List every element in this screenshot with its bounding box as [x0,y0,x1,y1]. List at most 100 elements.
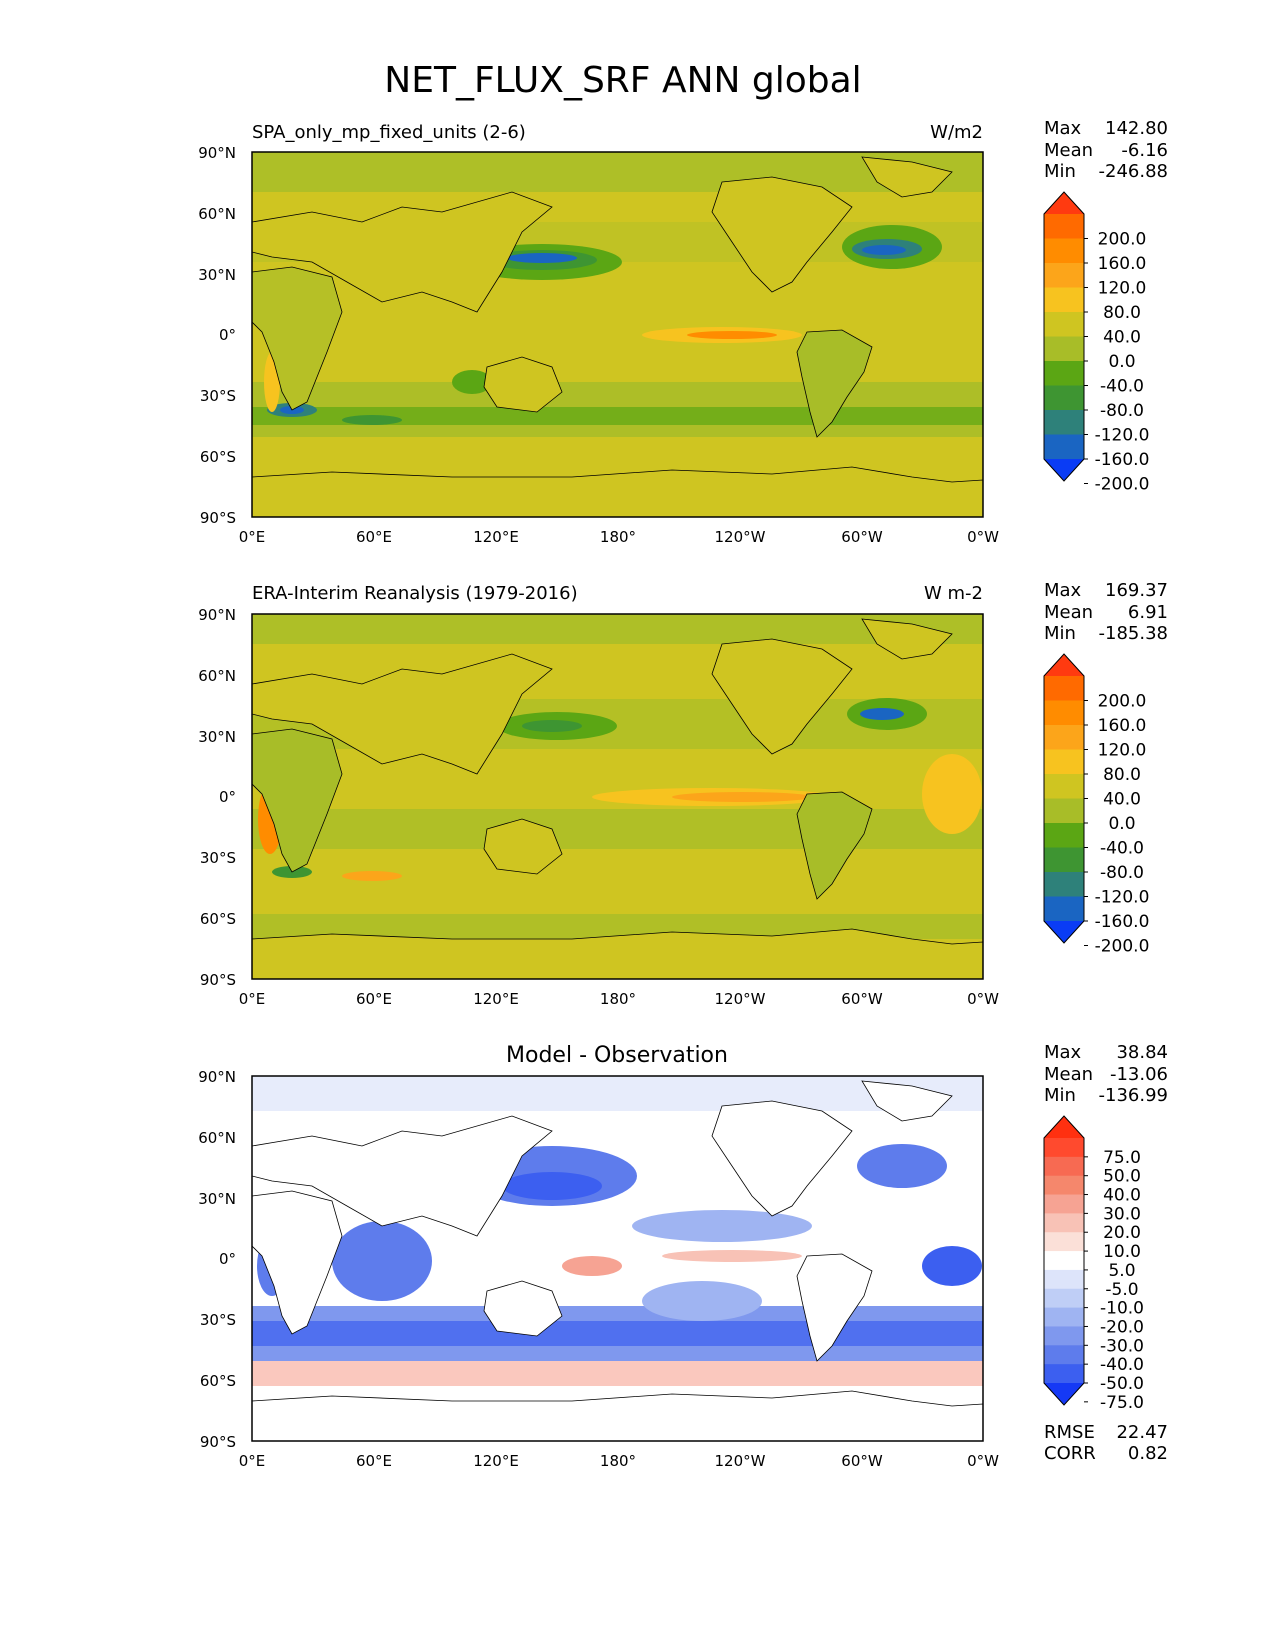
colorbar-label: -200.0 [1095,937,1150,957]
colorbar-label: 40.0 [1103,1186,1141,1206]
stat-label: Mean [1044,1064,1093,1085]
lon-tick-label: 0°E [239,1452,266,1470]
colorbar-segment [1044,238,1084,264]
colorbar-extend-min [1044,921,1084,943]
lat-tick-label: 30°N [198,728,236,746]
colorbar-segment [1044,676,1084,701]
stat-label: RMSE [1044,1422,1095,1443]
colorbar-label: 50.0 [1103,1167,1141,1187]
colorbar-segment [1044,847,1084,873]
lon-axis: 0°E 60°E 120°E 180° 120°W 60°W 0°W [239,528,999,546]
colorbar-label: -120.0 [1095,426,1150,446]
colorbar-extend-min [1044,459,1084,481]
colorbar-segment [1044,312,1084,337]
panel-title-left: ERA-Interim Reanalysis (1979-2016) [252,583,578,604]
colorbar-segment [1044,434,1084,460]
colorbar-label: 40.0 [1103,790,1141,810]
lon-tick-label: 0°E [239,528,266,546]
colorbar-segment [1044,1251,1084,1271]
colorbar-segment [1044,1175,1084,1196]
colorbar: 200.0 160.0 120.0 80.0 40.0 0.0 -40.0 -80.0 -120… [1043,191,1150,495]
lon-tick-label: 60°W [841,528,883,546]
stat-label: Mean [1044,602,1093,623]
colorbar-label: -80.0 [1100,401,1144,421]
colorbar-label: 30.0 [1103,1204,1141,1224]
colorbar-label: -80.0 [1100,863,1144,883]
stat-value: -6.16 [1121,140,1168,161]
colorbar-segment [1044,700,1084,726]
lat-tick-label: 60°N [198,205,236,223]
lon-axis: 0°E 60°E 120°E 180° 120°W 60°W 0°W [239,1452,999,1470]
colorbar-segment [1044,1307,1084,1327]
lat-tick-label: 30°N [198,1190,236,1208]
colorbar-segment [1044,263,1084,288]
stat-value: -246.88 [1099,161,1168,182]
colorbar-label: -160.0 [1095,912,1150,932]
colorbar-label: 5.0 [1108,1261,1135,1281]
stat-value: 38.84 [1116,1042,1168,1063]
colorbar-label: -40.0 [1100,1355,1144,1375]
stat-label: Max [1044,1042,1082,1063]
colorbar-label: 80.0 [1103,303,1141,323]
lat-tick-label: 60°S [200,1372,236,1390]
lat-tick-label: 0° [219,326,236,344]
figure-title: NET_FLUX_SRF ANN global [384,60,861,101]
lon-tick-label: 60°W [841,990,883,1008]
stat-label: Min [1044,1085,1076,1106]
panel-observation: ERA-Interim Reanalysis (1979-2016) W m-2 [198,580,1168,1008]
lon-tick-label: 0°E [239,990,266,1008]
lon-tick-label: 180° [600,1452,636,1470]
colorbar-label: 200.0 [1098,692,1147,712]
colorbar-segment [1044,1326,1084,1346]
colorbar-label: 120.0 [1098,279,1147,299]
colorbar: 75.050.040.030.020.010.05.0-5.0-10.0-20.… [1043,1115,1144,1413]
colorbar-segment [1044,1269,1084,1290]
colorbar-label: 160.0 [1098,254,1147,274]
lon-tick-label: 120°E [473,990,519,1008]
stat-label: Max [1044,580,1082,601]
lon-tick-label: 60°E [356,1452,392,1470]
stat-value: 22.47 [1116,1422,1168,1443]
colorbar-extend-min [1044,1383,1084,1405]
colorbar-segment [1044,1156,1084,1177]
colorbar-segment [1044,872,1084,897]
colorbar-segment [1044,749,1084,775]
colorbar-label: 200.0 [1098,230,1147,250]
colorbar-segment [1044,385,1084,411]
colorbar-label: -200.0 [1095,475,1150,495]
stats-block: Max 142.80 Mean -6.16 Min -246.88 [1044,118,1168,182]
lon-tick-label: 0°W [967,1452,999,1470]
colorbar: 200.0 160.0 120.0 80.0 40.0 0.0 -40.0 -80.0 -120… [1043,653,1150,957]
stats-block: Max 38.84 Mean -13.06 Min -136.99 [1044,1042,1168,1106]
colorbar-label: -160.0 [1095,450,1150,470]
lon-tick-label: 120°W [715,1452,766,1470]
colorbar-segment [1044,336,1084,362]
colorbar-extend-max [1044,192,1084,214]
stat-value: 142.80 [1105,118,1168,139]
lat-tick-label: 30°S [200,849,236,867]
stat-label: Min [1044,623,1076,644]
bottom-stats-block: RMSE 22.47 CORR 0.82 [1044,1422,1168,1464]
stat-value: 169.37 [1105,580,1168,601]
colorbar-label: -40.0 [1100,839,1144,859]
lon-tick-label: 180° [600,990,636,1008]
lat-tick-label: 90°N [198,144,236,162]
stat-value: -185.38 [1099,623,1168,644]
lat-tick-label: 90°N [198,1068,236,1086]
colorbar-segment [1044,725,1084,750]
colorbar-label: -40.0 [1100,377,1144,397]
colorbar-segment [1044,1194,1084,1214]
colorbar-segment [1044,1138,1084,1158]
colorbar-segment [1044,1288,1084,1309]
colorbar-label: 0.0 [1108,352,1135,372]
lat-tick-label: 0° [219,788,236,806]
lon-tick-label: 60°E [356,990,392,1008]
colorbar-label: -20.0 [1100,1317,1144,1337]
lat-tick-label: 60°S [200,910,236,928]
lat-tick-label: 30°S [200,1311,236,1329]
colorbar-label: 0.0 [1108,814,1135,834]
colorbar-label: -120.0 [1095,888,1150,908]
lat-tick-label: 90°S [200,1433,236,1451]
colorbar-segment [1044,1345,1084,1365]
